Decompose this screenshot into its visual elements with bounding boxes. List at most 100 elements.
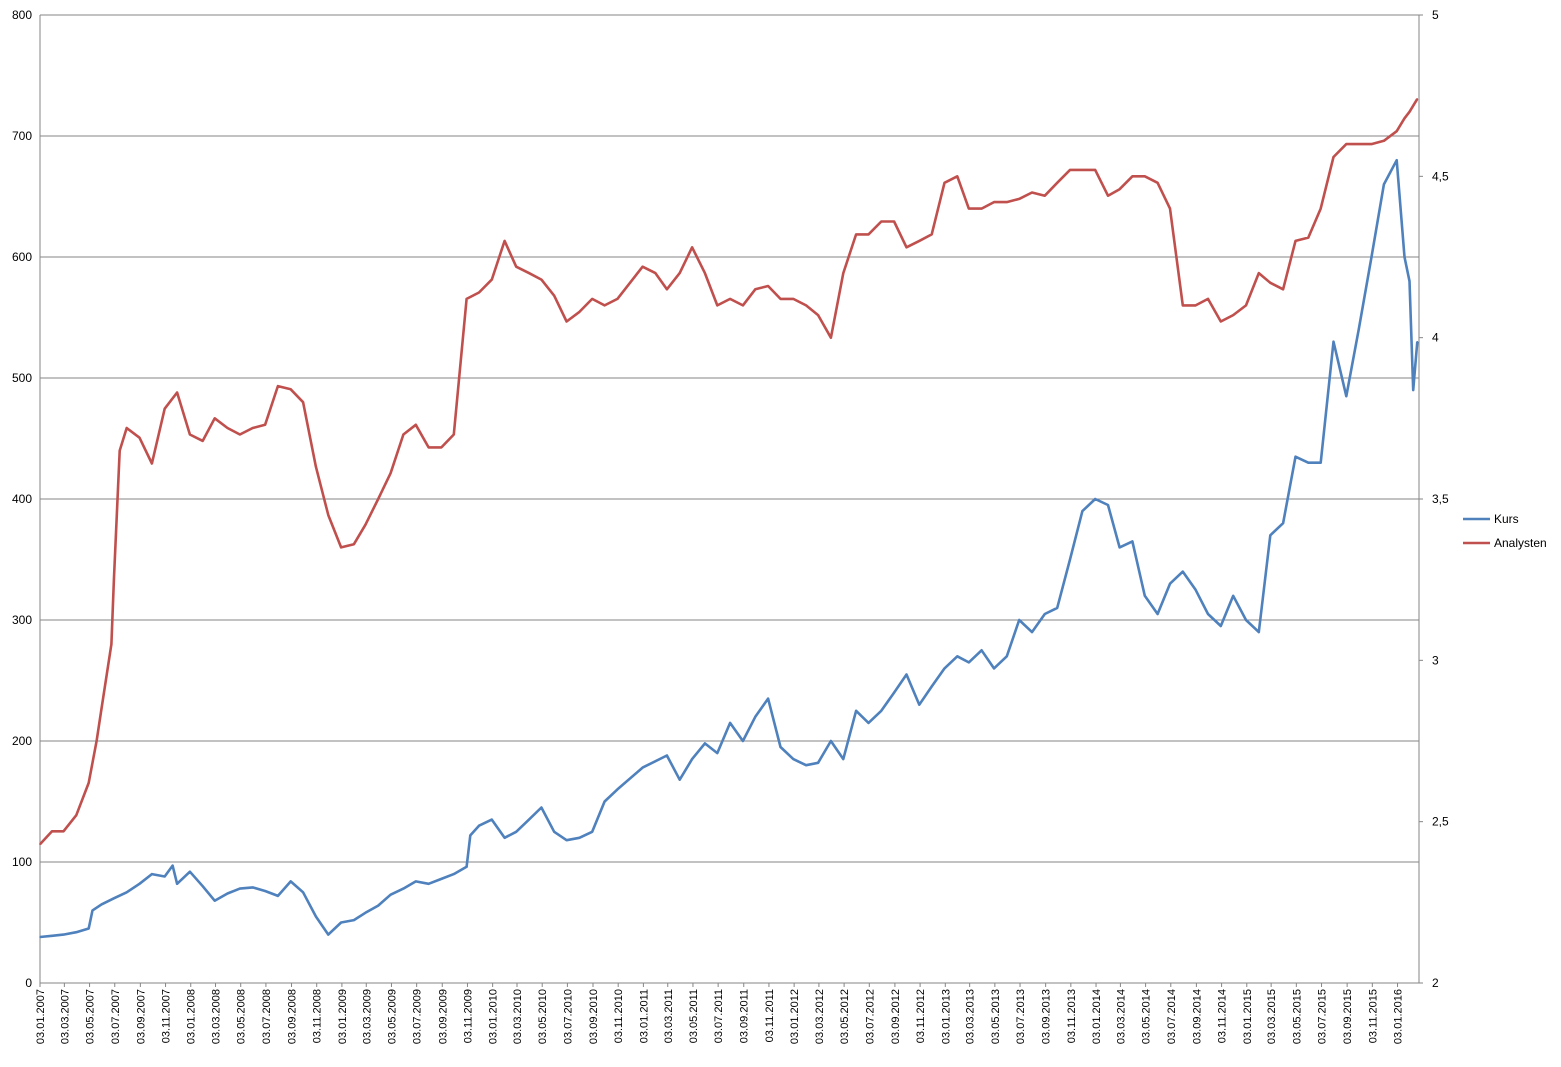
- data-point-analysten: [1282, 288, 1284, 291]
- data-point-analysten: [1207, 298, 1209, 300]
- data-point-kurs: [704, 742, 706, 745]
- data-point-analysten: [553, 294, 555, 297]
- data-point-analysten: [1107, 194, 1109, 197]
- data-point-kurs: [51, 935, 53, 937]
- data-point-kurs: [553, 831, 555, 833]
- data-point-kurs: [930, 685, 933, 688]
- data-point-kurs: [340, 921, 342, 924]
- data-point-kurs: [1345, 395, 1348, 398]
- data-point-kurs: [478, 824, 480, 827]
- data-point-kurs: [855, 710, 857, 712]
- data-point-kurs: [1269, 534, 1272, 537]
- data-point-analysten: [264, 424, 266, 426]
- data-point-kurs: [415, 880, 417, 883]
- data-point-analysten: [1258, 272, 1260, 274]
- data-point-kurs: [1069, 558, 1071, 561]
- data-point-analysten: [75, 814, 78, 816]
- x-axis-tick-label: 03.05.2007: [85, 989, 97, 1044]
- data-point-analysten: [239, 433, 241, 436]
- data-point-analysten: [1357, 143, 1360, 145]
- data-point-analysten: [100, 707, 103, 710]
- legend-label-analysten: Analysten: [1494, 536, 1547, 550]
- x-axis-tick-label: 03.11.2012: [915, 989, 927, 1043]
- data-point-kurs: [39, 936, 41, 938]
- data-point-kurs: [603, 800, 606, 803]
- data-point-analysten: [95, 740, 98, 742]
- data-point-kurs: [176, 883, 178, 885]
- data-point-kurs: [353, 919, 355, 921]
- data-point-analysten: [289, 388, 292, 391]
- data-point-analysten: [1269, 282, 1272, 284]
- data-point-kurs: [968, 661, 970, 664]
- data-point-analysten: [1144, 175, 1146, 178]
- data-point-analysten: [201, 440, 204, 442]
- data-point-analysten: [1056, 182, 1058, 184]
- data-point-kurs: [1357, 328, 1360, 331]
- data-point-analysten: [453, 433, 455, 436]
- data-point-kurs: [1408, 280, 1411, 283]
- data-point-kurs: [805, 764, 807, 766]
- data-point-kurs: [1220, 625, 1222, 627]
- data-point-analysten: [603, 304, 606, 307]
- data-point-analysten: [880, 220, 883, 223]
- data-point-kurs: [792, 758, 795, 760]
- x-axis-tick-label: 03.03.2014: [1115, 989, 1127, 1044]
- y2-axis-tick-label: 5: [1432, 8, 1439, 22]
- data-point-analysten: [440, 446, 443, 449]
- y-axis-tick-label: 0: [25, 976, 32, 990]
- data-point-kurs: [905, 673, 908, 676]
- data-point-kurs: [515, 831, 517, 833]
- data-point-kurs: [469, 834, 472, 837]
- data-point-kurs: [1232, 595, 1234, 597]
- x-axis-tick-label: 03.03.2008: [211, 989, 223, 1044]
- x-axis-tick-label: 03.07.2015: [1317, 989, 1329, 1044]
- data-point-analysten: [39, 843, 41, 846]
- data-point-kurs: [91, 909, 94, 912]
- data-point-analysten: [968, 207, 970, 210]
- x-axis-tick-label: 03.05.2014: [1141, 989, 1153, 1044]
- y-axis-tick-label: 600: [12, 250, 32, 264]
- data-point-analysten: [138, 436, 141, 439]
- x-axis-tick-label: 03.01.2015: [1242, 989, 1254, 1044]
- x-axis-tick-label: 03.09.2011: [739, 989, 751, 1043]
- data-point-kurs: [1319, 461, 1322, 464]
- data-point-kurs: [1416, 340, 1419, 343]
- data-point-analysten: [1307, 236, 1310, 239]
- data-point-kurs: [201, 885, 204, 887]
- data-point-kurs: [1118, 546, 1121, 549]
- y-axis-tick-label: 500: [12, 371, 32, 385]
- data-point-kurs: [189, 870, 191, 873]
- data-point-kurs: [867, 722, 870, 724]
- data-point-kurs: [528, 818, 530, 821]
- x-axis-tick-label: 03.01.2007: [35, 989, 47, 1044]
- data-point-kurs: [767, 697, 769, 700]
- x-axis-tick-label: 03.11.2009: [462, 989, 474, 1043]
- data-point-analysten: [817, 314, 819, 316]
- x-axis-tick-label: 03.01.2012: [789, 989, 801, 1044]
- data-point-kurs: [716, 752, 719, 754]
- data-point-analysten: [654, 272, 657, 274]
- data-point-analysten: [1194, 304, 1197, 307]
- data-point-analysten: [641, 265, 644, 268]
- x-axis-tick-label: 03.03.2011: [663, 989, 675, 1043]
- data-point-analysten: [503, 240, 506, 242]
- data-point-analysten: [1220, 320, 1222, 323]
- x-axis-tick-label: 03.11.2011: [764, 989, 776, 1042]
- data-point-analysten: [905, 246, 908, 249]
- data-point-analysten: [213, 417, 216, 420]
- data-point-kurs: [113, 897, 115, 900]
- x-axis-tick-label: 03.09.2014: [1191, 989, 1203, 1044]
- series-line-analysten: [39, 98, 1419, 846]
- y2-axis-tick-label: 4: [1432, 331, 1439, 345]
- data-point-analysten: [364, 524, 367, 526]
- y-axis-tick-label: 400: [12, 492, 32, 506]
- y-axis-tick-label: 100: [12, 855, 32, 869]
- x-axis-tick-label: 03.05.2011: [688, 989, 700, 1043]
- data-point-kurs: [151, 873, 153, 875]
- data-point-kurs: [678, 778, 681, 781]
- data-point-analysten: [1081, 169, 1084, 171]
- data-point-analysten: [565, 320, 568, 323]
- x-axis-tick-label: 03.07.2007: [110, 989, 122, 1044]
- x-axis-tick-label: 03.09.2013: [1041, 989, 1053, 1044]
- data-point-kurs: [943, 667, 946, 670]
